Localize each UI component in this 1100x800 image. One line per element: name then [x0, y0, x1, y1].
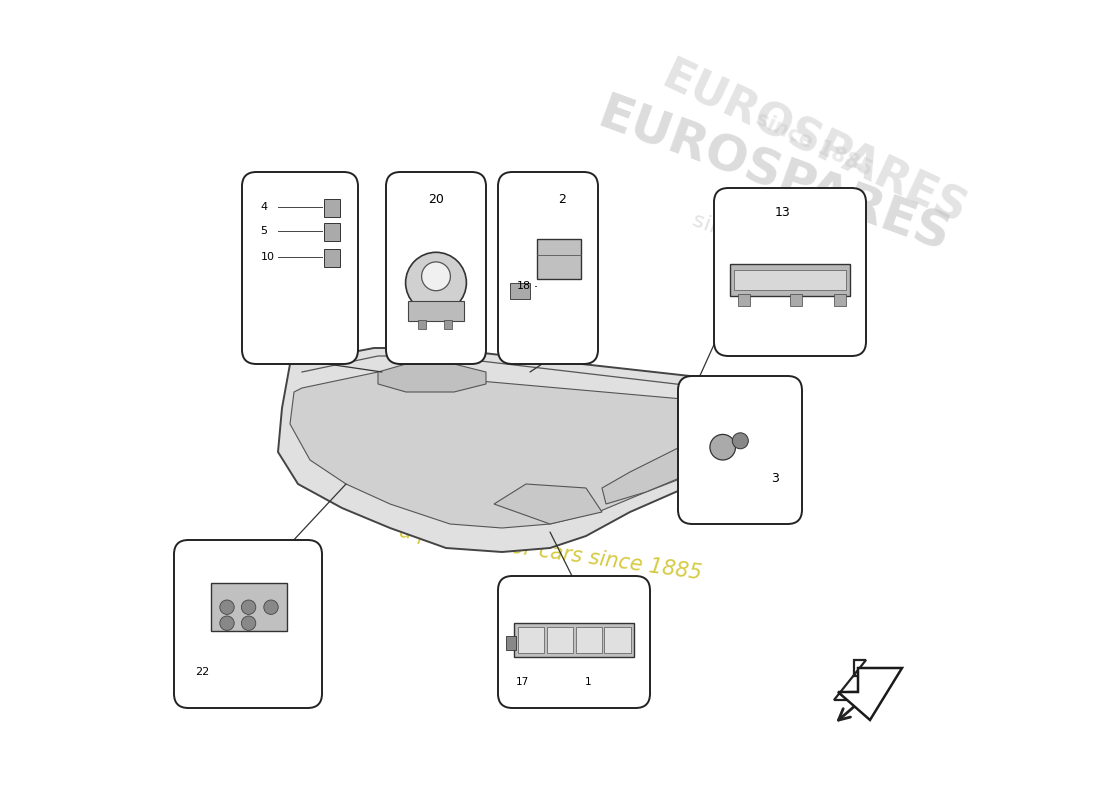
Bar — [323, 249, 340, 266]
Text: 3: 3 — [771, 471, 779, 485]
Bar — [537, 238, 581, 278]
Text: 1: 1 — [585, 677, 592, 686]
Text: 2: 2 — [558, 194, 565, 206]
Circle shape — [220, 616, 234, 630]
Bar — [734, 270, 846, 290]
FancyBboxPatch shape — [386, 172, 486, 364]
FancyBboxPatch shape — [242, 172, 358, 364]
Text: a passion for cars since 1885: a passion for cars since 1885 — [397, 521, 703, 583]
Circle shape — [710, 434, 736, 460]
Polygon shape — [278, 348, 766, 552]
Circle shape — [220, 600, 234, 614]
Bar — [547, 627, 573, 653]
FancyBboxPatch shape — [174, 540, 322, 708]
Bar — [514, 623, 634, 657]
Bar — [418, 319, 427, 329]
Circle shape — [406, 252, 466, 313]
Text: since 1885: since 1885 — [690, 210, 811, 270]
Bar — [518, 627, 544, 653]
Text: 17: 17 — [516, 677, 529, 686]
Bar — [834, 294, 846, 306]
FancyBboxPatch shape — [498, 576, 650, 708]
Bar — [444, 319, 452, 329]
Bar — [506, 636, 516, 650]
Bar — [738, 294, 750, 306]
Polygon shape — [834, 660, 886, 700]
FancyBboxPatch shape — [678, 376, 802, 524]
Bar — [790, 294, 802, 306]
Circle shape — [241, 600, 256, 614]
Bar — [575, 627, 602, 653]
Bar — [323, 223, 340, 241]
Text: 20: 20 — [428, 194, 444, 206]
Text: 13: 13 — [774, 206, 791, 219]
FancyBboxPatch shape — [498, 172, 598, 364]
Bar — [730, 264, 850, 296]
Text: 5: 5 — [261, 226, 267, 236]
Polygon shape — [378, 364, 486, 392]
Circle shape — [421, 262, 450, 290]
Circle shape — [733, 433, 748, 449]
Bar — [211, 583, 287, 631]
Text: EUROSPARES: EUROSPARES — [592, 90, 957, 262]
Polygon shape — [838, 668, 902, 720]
Bar — [604, 627, 630, 653]
Polygon shape — [290, 372, 738, 528]
Circle shape — [264, 600, 278, 614]
Bar — [408, 301, 464, 321]
FancyBboxPatch shape — [714, 188, 866, 356]
Text: 4: 4 — [261, 202, 267, 212]
Circle shape — [241, 616, 256, 630]
Bar — [510, 283, 530, 299]
Text: 22: 22 — [196, 667, 210, 677]
Text: EUROSPARES: EUROSPARES — [654, 54, 974, 234]
Text: 10: 10 — [261, 252, 274, 262]
Text: 18: 18 — [516, 282, 530, 291]
Polygon shape — [602, 432, 730, 504]
Text: since 1885: since 1885 — [752, 108, 876, 180]
Polygon shape — [494, 484, 602, 524]
Bar — [323, 199, 340, 217]
